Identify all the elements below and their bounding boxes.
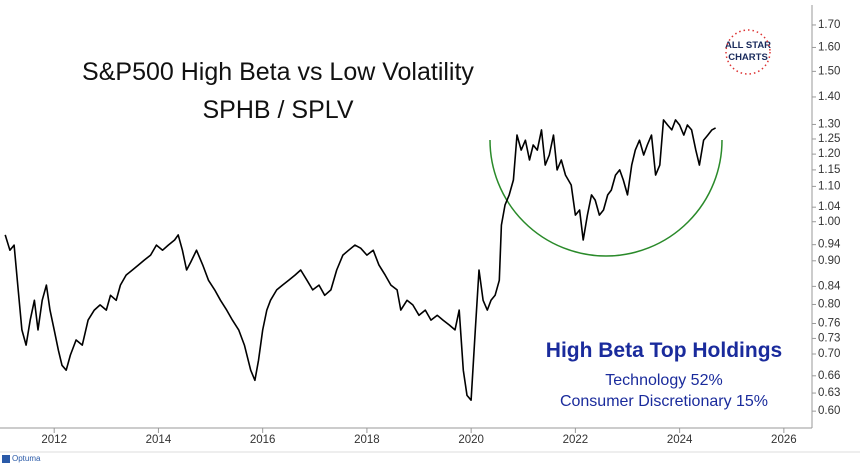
logo-text: ALL STAR bbox=[725, 40, 771, 51]
y-tick-label: 0.76 bbox=[818, 318, 840, 330]
y-tick-label: 0.73 bbox=[818, 332, 840, 344]
x-tick-label: 2022 bbox=[563, 434, 589, 446]
x-tick-label: 2026 bbox=[771, 434, 797, 446]
chart-subtitle: SPHB / SPLV bbox=[203, 96, 354, 124]
annotation-line: Technology 52% bbox=[605, 372, 722, 389]
x-tick-label: 2018 bbox=[354, 434, 380, 446]
y-tick-label: 0.63 bbox=[818, 387, 840, 399]
y-tick-label: 0.84 bbox=[818, 280, 841, 292]
y-tick-label: 1.04 bbox=[818, 201, 841, 213]
annotation-heading: High Beta Top Holdings bbox=[546, 339, 782, 362]
y-tick-label: 0.90 bbox=[818, 255, 840, 267]
y-tick-label: 1.00 bbox=[818, 216, 840, 228]
logo-ring bbox=[725, 29, 771, 75]
y-tick-label: 1.50 bbox=[818, 65, 840, 77]
y-tick-label: 0.70 bbox=[818, 348, 840, 360]
cup-arc bbox=[489, 139, 723, 257]
y-tick-label: 1.60 bbox=[818, 41, 840, 53]
annotation-line: Consumer Discretionary 15% bbox=[560, 393, 768, 410]
y-tick-label: 1.40 bbox=[818, 91, 840, 103]
x-tick-label: 2014 bbox=[146, 434, 172, 446]
footer-icon bbox=[2, 455, 10, 463]
y-tick-label: 0.80 bbox=[818, 299, 840, 311]
y-tick-label: 1.30 bbox=[818, 118, 840, 130]
y-tick-label: 0.60 bbox=[818, 405, 840, 417]
y-tick-label: 1.10 bbox=[818, 180, 840, 192]
y-tick-label: 1.25 bbox=[818, 133, 840, 145]
y-tick-label: 1.70 bbox=[818, 19, 840, 31]
y-tick-label: 1.15 bbox=[818, 164, 840, 176]
y-tick-label: 0.94 bbox=[818, 239, 841, 251]
footer-text: Optuma bbox=[12, 454, 41, 463]
x-tick-label: 2012 bbox=[41, 434, 67, 446]
y-tick-label: 0.66 bbox=[818, 370, 840, 382]
x-tick-label: 2024 bbox=[667, 434, 693, 446]
chart-title: S&P500 High Beta vs Low Volatility bbox=[82, 58, 474, 86]
data-line bbox=[4, 119, 716, 401]
x-tick-label: 2016 bbox=[250, 434, 276, 446]
y-tick-label: 1.20 bbox=[818, 148, 840, 160]
x-tick-label: 2020 bbox=[458, 434, 484, 446]
logo-text: CHARTS bbox=[728, 52, 768, 63]
